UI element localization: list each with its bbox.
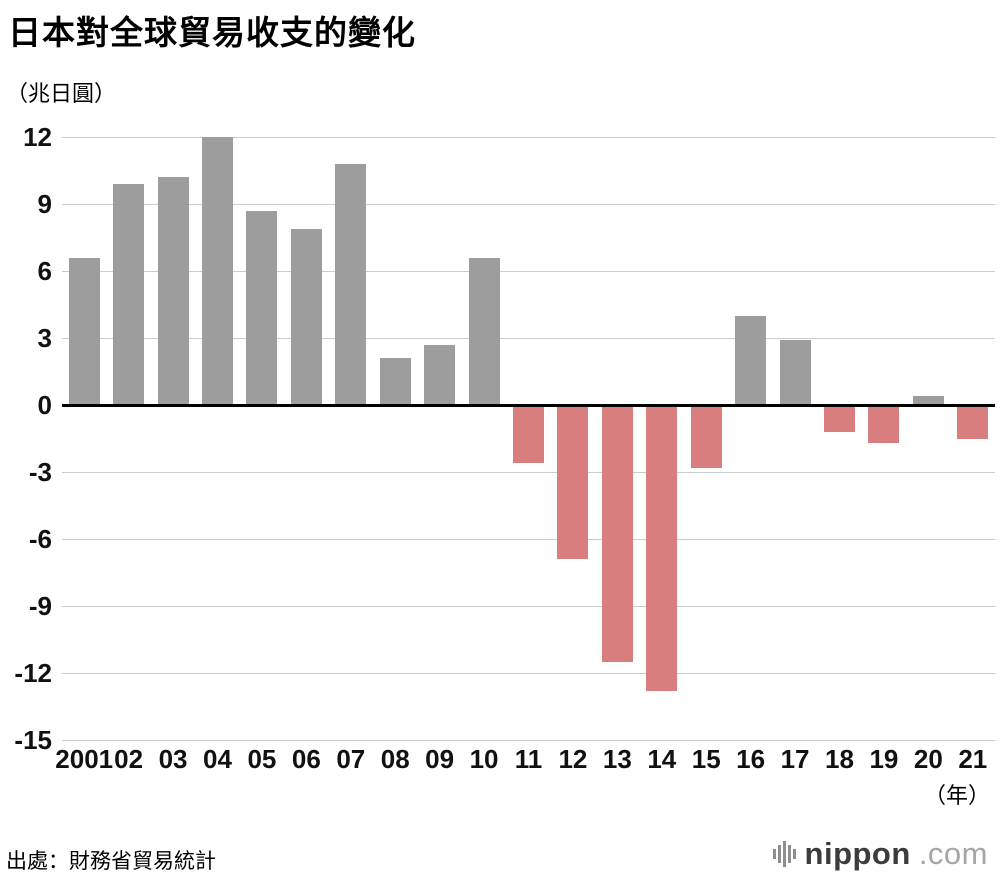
x-tick-label: 14 (647, 744, 677, 774)
x-tick-label: 2001 (55, 744, 114, 774)
y-tick-label: -15 (14, 725, 52, 755)
y-tick-label: -9 (28, 591, 52, 621)
x-tick-label: 06 (291, 744, 321, 774)
gridline (62, 538, 995, 540)
gridline (62, 270, 995, 272)
x-tick-label: 15 (691, 744, 721, 774)
zero-axis-line (62, 403, 995, 407)
bar-10 (468, 257, 500, 405)
gridline (62, 203, 995, 205)
y-axis-unit-label: （兆日圓） (6, 81, 117, 106)
y-tick-label: 12 (23, 122, 52, 152)
y-tick-label: -3 (28, 457, 52, 487)
nippon-logo-icon (772, 841, 796, 867)
bar-18 (824, 405, 855, 432)
bar-21 (957, 405, 989, 439)
bar-16 (735, 315, 767, 405)
bar-17 (779, 340, 811, 405)
y-tick-label: -6 (28, 524, 52, 554)
bar-08 (379, 358, 411, 405)
x-tick-label: 02 (114, 744, 144, 774)
y-tick-label: 9 (37, 189, 52, 219)
bar-11 (513, 405, 544, 464)
x-tick-label: 16 (736, 744, 766, 774)
gridline (62, 739, 995, 741)
nippon-com-logo: nippon .com (772, 836, 988, 872)
x-tick-label: 07 (336, 744, 366, 774)
y-tick-label: 3 (37, 323, 52, 353)
x-tick-label: 20 (913, 744, 943, 774)
bar-09 (424, 344, 456, 405)
logo-text-nippon: nippon (804, 836, 911, 871)
y-tick-label: 6 (37, 256, 52, 286)
chart-title: 日本對全球貿易收支的變化 (8, 14, 416, 51)
x-tick-label: 12 (558, 744, 588, 774)
x-tick-label: 04 (203, 744, 232, 774)
source-text: 出處：財務省貿易統計 (6, 850, 216, 873)
x-tick-label: 05 (247, 744, 277, 774)
bar-20 (912, 396, 944, 405)
x-axis-unit-label: （年） (923, 783, 990, 808)
x-tick-label: 10 (469, 744, 499, 774)
y-tick-label: 0 (37, 390, 52, 420)
x-tick-label: 11 (514, 744, 543, 774)
gridline (62, 337, 995, 339)
x-tick-label: 03 (158, 744, 188, 774)
x-tick-label: 17 (780, 744, 810, 774)
bar-05 (246, 210, 278, 405)
gridline (62, 672, 995, 674)
gridline (62, 471, 995, 473)
bar-14 (646, 405, 678, 691)
bar-19 (868, 405, 900, 443)
x-tick-label: 09 (425, 744, 455, 774)
gridline (62, 136, 995, 138)
bar-02 (113, 183, 145, 405)
y-tick-label: -12 (14, 658, 52, 688)
bar-03 (157, 177, 189, 405)
x-tick-label: 18 (825, 744, 854, 774)
bar-06 (290, 228, 322, 405)
bar-12 (557, 405, 589, 560)
bar-2001 (68, 257, 100, 405)
gridline (62, 605, 995, 607)
x-tick-label: 21 (958, 744, 988, 774)
bar-15 (690, 405, 722, 468)
x-tick-label: 08 (380, 744, 410, 774)
bar-07 (335, 163, 367, 405)
logo-text-com: .com (918, 836, 988, 871)
bar-04 (202, 137, 233, 405)
x-tick-label: 19 (869, 744, 899, 774)
bar-13 (601, 405, 633, 662)
x-tick-label: 13 (602, 744, 632, 774)
